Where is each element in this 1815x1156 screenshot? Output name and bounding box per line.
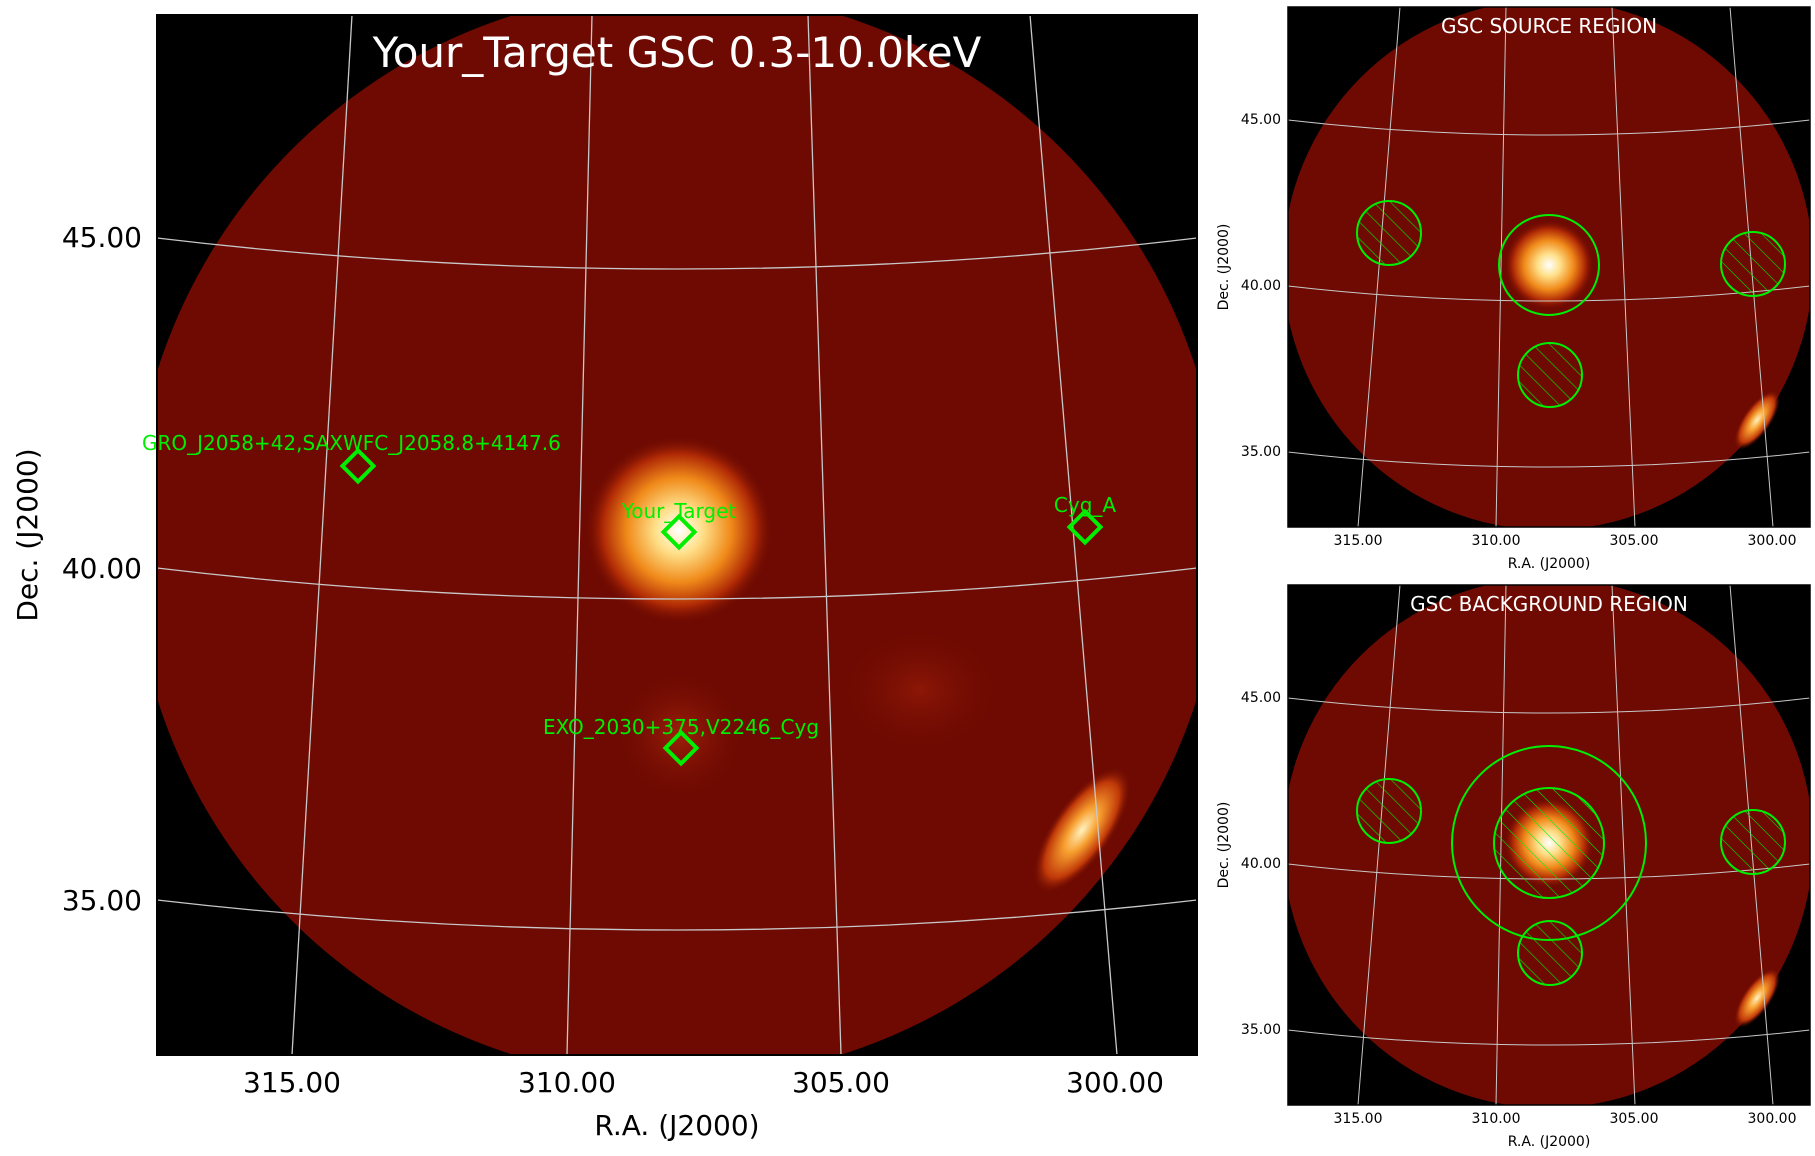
ra-tick: 300.00 xyxy=(1066,1066,1164,1099)
main-ra-ticks: 315.00 310.00 305.00 300.00 xyxy=(243,1066,1164,1099)
source-title: GSC SOURCE REGION xyxy=(1441,14,1657,38)
background-edge-hotspot xyxy=(1733,968,1781,1028)
excluded-region-cyga xyxy=(1720,809,1786,875)
marker-target xyxy=(660,513,698,551)
ra-tick: 305.00 xyxy=(792,1066,890,1099)
dec-tick: 45.00 xyxy=(62,221,142,254)
main-ylabel: Dec. (J2000) xyxy=(11,448,44,621)
source-xlabel: R.A. (J2000) xyxy=(1508,556,1591,572)
source-ylabel: Dec. (J2000) xyxy=(1216,224,1232,311)
dec-tick: 40.00 xyxy=(1241,278,1281,294)
label-target: Your_Target xyxy=(621,499,737,523)
background-region-panel: GSC BACKGROUND REGION 315.00 310.00 305.… xyxy=(1216,584,1811,1150)
main-source-labels: GRO_J2058+42,SAXWFC_J2058.8+4147.6 Your_… xyxy=(142,431,1116,739)
source-ra-ticks: 315.00 310.00 305.00 300.00 xyxy=(1334,533,1797,549)
main-xlabel: R.A. (J2000) xyxy=(594,1109,759,1142)
source-dec-ticks: 45.00 40.00 35.00 xyxy=(1241,112,1281,460)
ra-tick: 305.00 xyxy=(1610,533,1659,549)
label-gro: GRO_J2058+42,SAXWFC_J2058.8+4147.6 xyxy=(142,431,561,455)
main-panel: GRO_J2058+42,SAXWFC_J2058.8+4147.6 Your_… xyxy=(11,14,1198,1142)
marker-gro xyxy=(339,447,377,485)
dec-tick: 45.00 xyxy=(1241,112,1281,128)
source-hotspot xyxy=(1504,220,1594,310)
edge-hotspot xyxy=(1032,766,1132,894)
source-region-panel: GSC SOURCE REGION 315.00 310.00 305.00 3… xyxy=(1216,6,1811,572)
label-exo: EXO_2030+375,V2246_Cyg xyxy=(543,715,819,739)
main-grid xyxy=(157,15,1197,1055)
excluded-region-gro xyxy=(1356,778,1422,844)
background-xlabel: R.A. (J2000) xyxy=(1508,1134,1591,1150)
source-region-circle xyxy=(1498,214,1600,316)
marker-exo xyxy=(662,729,700,767)
target-hotspot xyxy=(584,435,774,625)
background-annulus-inner xyxy=(1493,787,1605,899)
ra-tick: 310.00 xyxy=(518,1066,616,1099)
dec-tick: 40.00 xyxy=(1241,856,1281,872)
ra-tick: 315.00 xyxy=(243,1066,341,1099)
ra-tick: 310.00 xyxy=(1472,1111,1521,1127)
ra-tick: 315.00 xyxy=(1334,1111,1383,1127)
excluded-region-gro xyxy=(1356,200,1422,266)
background-plot-frame xyxy=(1287,584,1811,1106)
excluded-region-exo xyxy=(1517,920,1583,986)
label-cyga: Cyg_A xyxy=(1054,493,1116,517)
main-image xyxy=(157,15,1197,1055)
excluded-region-cyga xyxy=(1720,231,1786,297)
background-title: GSC BACKGROUND REGION xyxy=(1410,592,1688,616)
excluded-region-exo xyxy=(1517,342,1583,408)
marker-cyga xyxy=(1066,508,1104,546)
main-title: Your_Target GSC 0.3-10.0keV xyxy=(372,28,982,77)
ra-tick: 300.00 xyxy=(1748,1111,1797,1127)
background-regions xyxy=(1356,745,1786,986)
main-markers xyxy=(339,447,1104,767)
background-dec-ticks: 45.00 40.00 35.00 xyxy=(1241,690,1281,1038)
faint-emission xyxy=(830,620,1010,760)
background-ylabel: Dec. (J2000) xyxy=(1216,802,1232,889)
main-plot-frame xyxy=(156,14,1198,1056)
ra-tick: 300.00 xyxy=(1748,533,1797,549)
source-edge-hotspot xyxy=(1733,390,1781,450)
background-ra-ticks: 315.00 310.00 305.00 300.00 xyxy=(1334,1111,1797,1127)
ra-tick: 305.00 xyxy=(1610,1111,1659,1127)
main-dec-ticks: 45.00 40.00 35.00 xyxy=(62,221,142,917)
source-plot-frame xyxy=(1287,6,1811,528)
dec-tick: 45.00 xyxy=(1241,690,1281,706)
dec-tick: 35.00 xyxy=(1241,1022,1281,1038)
dec-tick: 35.00 xyxy=(62,884,142,917)
ra-tick: 310.00 xyxy=(1472,533,1521,549)
ra-tick: 315.00 xyxy=(1334,533,1383,549)
source-regions xyxy=(1356,200,1786,408)
dec-tick: 35.00 xyxy=(1241,444,1281,460)
dec-tick: 40.00 xyxy=(62,552,142,585)
